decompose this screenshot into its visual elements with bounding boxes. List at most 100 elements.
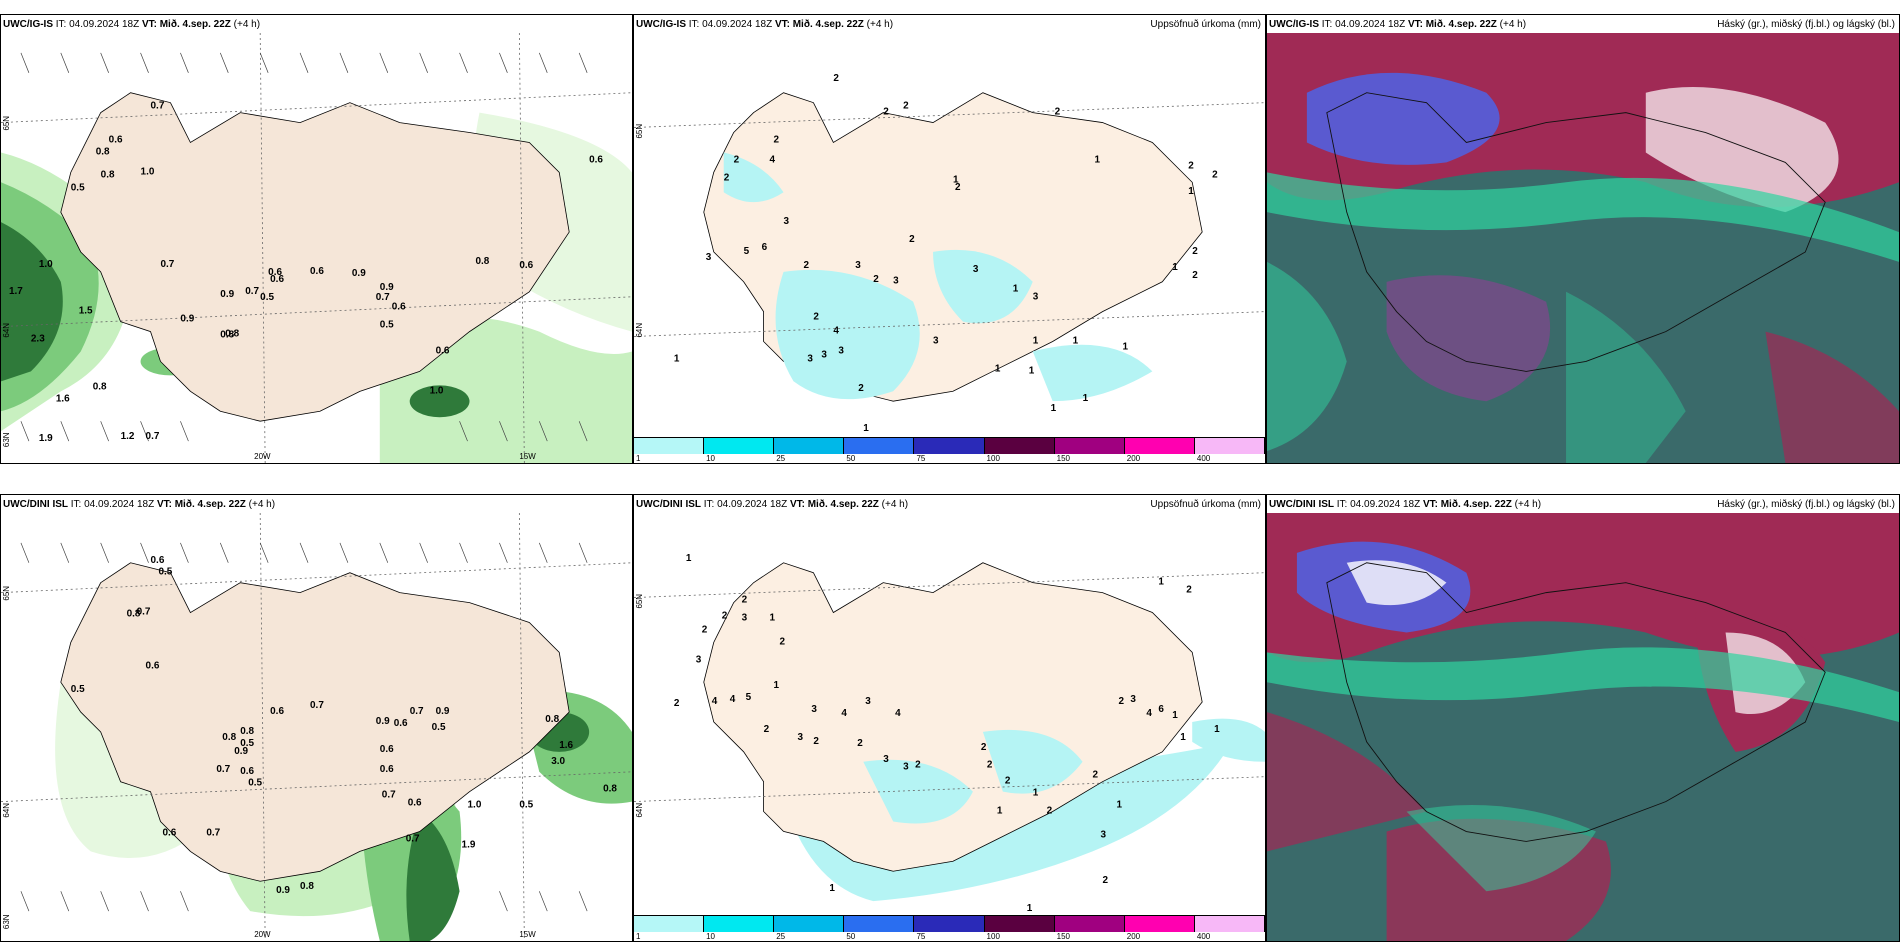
svg-text:4: 4 [1146,708,1152,719]
svg-text:0.6: 0.6 [392,302,406,313]
svg-text:4: 4 [895,708,901,719]
svg-text:5: 5 [744,246,750,257]
svg-text:4: 4 [841,708,847,719]
accum-values: 2 2 2 2 2 3 4 2 5 6 3 2 4 2 3 2 1 1 2 2 [674,73,1218,434]
svg-text:0.5: 0.5 [159,567,173,578]
svg-text:0.5: 0.5 [380,320,394,331]
svg-text:1: 1 [1172,710,1178,721]
svg-text:65N: 65N [2,586,11,601]
svg-text:0.8: 0.8 [93,381,107,392]
svg-text:1.6: 1.6 [559,740,573,751]
svg-text:0.7: 0.7 [245,286,259,297]
accum-precip-map: 2 2 2 2 2 3 4 2 5 6 3 2 4 2 3 2 1 1 2 2 [634,33,1265,437]
svg-text:0.6: 0.6 [268,267,282,278]
svg-text:1: 1 [1051,403,1057,414]
svg-text:1: 1 [1180,732,1186,743]
panel-title: Uppsöfnuð úrkoma (mm) [1150,499,1261,510]
lead-time: (+4 h) [230,19,261,30]
svg-text:65N: 65N [2,116,11,131]
svg-text:1: 1 [1172,262,1178,273]
colorbar-cell [704,438,775,454]
svg-text:0.7: 0.7 [376,292,390,303]
colorbar-label: 1 [636,932,641,941]
colorbar-cell [1194,916,1265,932]
map-area[interactable]: 0.6 0.5 0.8 0.7 0.6 0.5 0.6 0.7 0.8 0.9 … [1,513,632,941]
svg-text:2: 2 [909,234,915,245]
lead-time: (+4 h) [1496,19,1527,30]
svg-text:2: 2 [857,738,863,749]
svg-text:0.8: 0.8 [101,169,115,180]
colorbar-cell [914,916,985,932]
svg-text:15W: 15W [519,452,536,461]
panel-r2-cloud: UWC/DINI ISL IT: 04.09.2024 18Z VT: Mið.… [1266,494,1900,942]
valid-time: VT: Mið. 4.sep. 22Z [1405,19,1497,30]
colorbar-cell [984,916,1055,932]
panel-r1-accum: UWC/IG-IS IT: 04.09.2024 18Z VT: Mið. 4.… [633,14,1266,464]
svg-text:1: 1 [1116,800,1122,811]
model-name: UWC/DINI ISL [636,499,701,510]
svg-text:3: 3 [838,345,844,356]
svg-text:1.0: 1.0 [141,166,155,177]
svg-text:1: 1 [1033,335,1039,346]
svg-text:1: 1 [1073,335,1079,346]
map-area[interactable]: 1 2 2 3 2 3 2 4 4 5 1 1 2 3 4 2 3 2 3 4 [634,513,1265,915]
colorbar-label: 400 [1196,454,1211,463]
init-time: IT: 04.09.2024 18Z [68,499,155,510]
colorbar-label: 75 [916,932,926,941]
svg-text:2: 2 [1192,246,1198,257]
svg-text:1.9: 1.9 [462,839,476,850]
svg-text:2: 2 [1103,875,1109,886]
colorbar-label: 10 [706,454,716,463]
accum-precip-map: 1 2 2 3 2 3 2 4 4 5 1 1 2 3 4 2 3 2 3 4 [634,513,1265,915]
colorbar: 1 10 25 50 75 100 150 200 400 [634,915,1265,941]
svg-text:0.5: 0.5 [432,722,446,733]
svg-text:20W: 20W [254,930,271,939]
wind-barbs [20,542,588,912]
svg-text:1: 1 [953,174,959,185]
svg-text:3: 3 [1130,694,1136,705]
svg-text:3: 3 [893,276,899,287]
svg-text:5: 5 [746,692,752,703]
svg-text:3: 3 [742,612,748,623]
svg-text:1: 1 [829,883,835,894]
colorbar-cell [634,916,705,932]
svg-text:0.6: 0.6 [394,718,408,729]
svg-text:1: 1 [674,353,680,364]
svg-text:0.8: 0.8 [475,256,489,267]
map-area[interactable] [1267,513,1899,941]
svg-text:3: 3 [855,260,861,271]
colorbar-label: 150 [1056,454,1071,463]
svg-text:2: 2 [1212,169,1218,180]
svg-text:0.6: 0.6 [151,555,165,566]
precip-values: 0.6 0.5 0.8 0.7 0.6 0.5 0.6 0.7 0.8 0.9 … [71,555,618,896]
svg-text:1: 1 [1083,393,1089,404]
colorbar-label: 200 [1126,454,1141,463]
map-area[interactable]: 2 2 2 2 2 3 4 2 5 6 3 2 4 2 3 2 1 1 2 2 [634,33,1265,437]
svg-text:0.8: 0.8 [240,726,254,737]
svg-text:0.5: 0.5 [260,292,274,303]
svg-text:1.5: 1.5 [79,306,93,317]
svg-text:1.0: 1.0 [39,259,53,270]
colorbar-label: 1 [636,454,641,463]
svg-text:63N: 63N [2,432,11,447]
svg-text:1: 1 [1029,365,1035,376]
precip-values: 0.7 0.6 0.8 0.5 1.0 0.8 1.0 1.7 2.3 1.5 … [9,101,603,444]
svg-text:1.2: 1.2 [121,431,135,442]
svg-text:0.5: 0.5 [71,182,85,193]
map-area[interactable]: 0.7 0.6 0.8 0.5 1.0 0.8 1.0 1.7 2.3 1.5 … [1,33,632,463]
svg-text:0.7: 0.7 [146,431,160,442]
svg-text:0.9: 0.9 [234,746,248,757]
svg-text:0.6: 0.6 [270,274,284,285]
svg-text:1: 1 [774,680,780,691]
panel-r1-cloud: UWC/IG-IS IT: 04.09.2024 18Z VT: Mið. 4.… [1266,14,1900,464]
lead-time: (+4 h) [1511,499,1542,510]
svg-text:0.6: 0.6 [380,744,394,755]
svg-text:0.7: 0.7 [310,700,324,711]
svg-text:2: 2 [674,698,680,709]
svg-text:2: 2 [1093,770,1099,781]
map-area[interactable] [1267,33,1899,463]
svg-text:0.8: 0.8 [545,714,559,725]
panel-header: UWC/IG-IS IT: 04.09.2024 18Z VT: Mið. 4.… [636,19,1261,33]
svg-text:2: 2 [774,134,780,145]
svg-text:2: 2 [1192,270,1198,281]
